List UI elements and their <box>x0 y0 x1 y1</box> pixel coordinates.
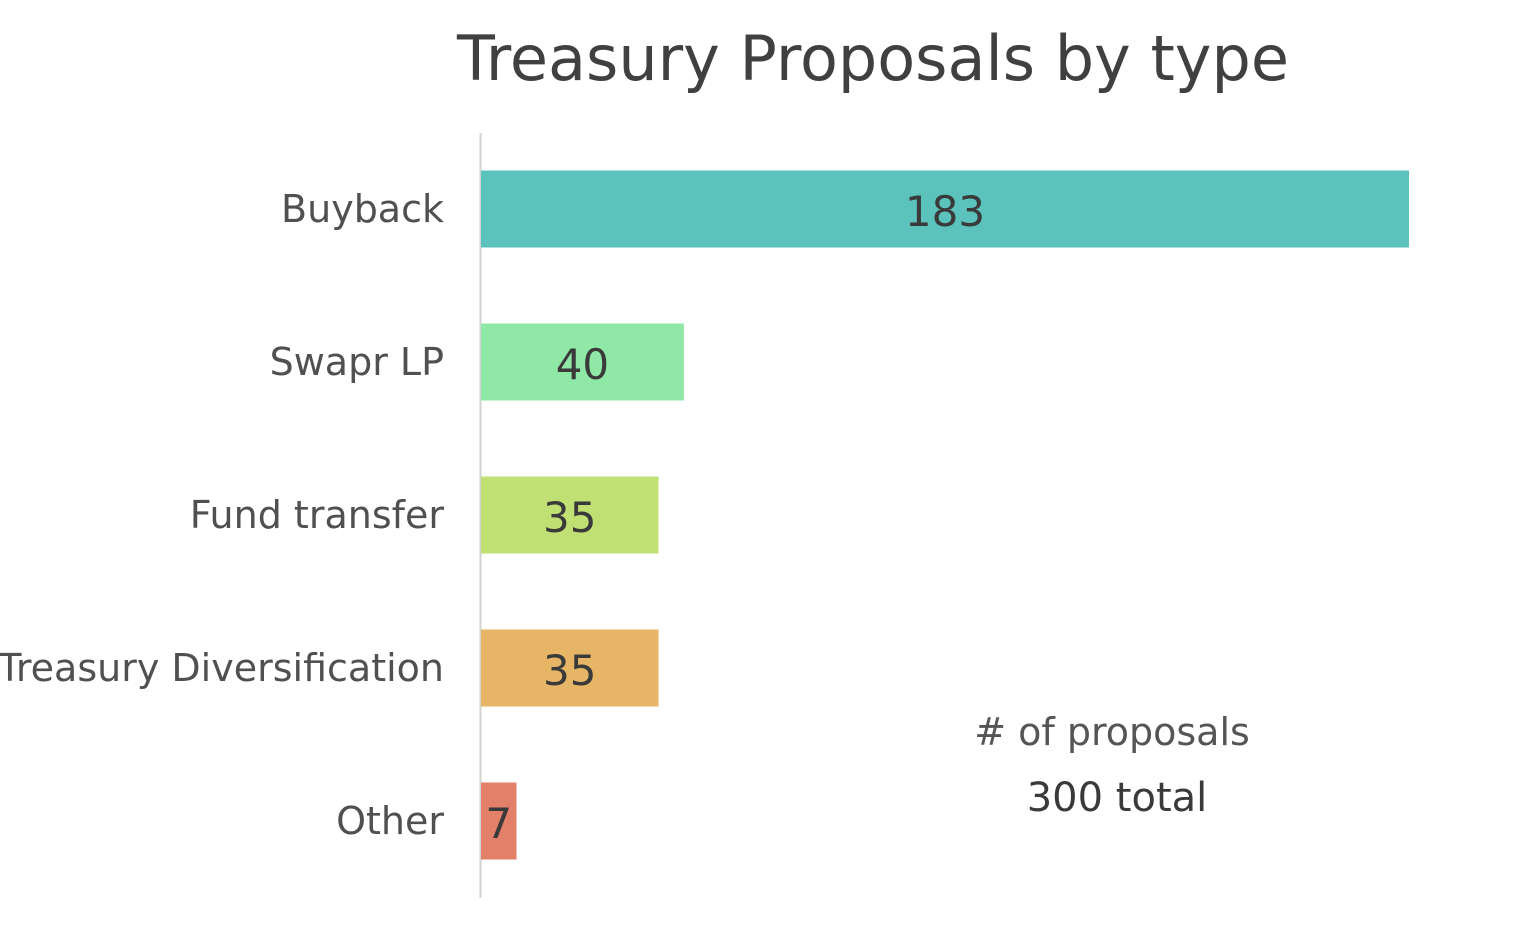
category-label-swapr-lp: Swapr LP <box>270 340 444 384</box>
bar-buyback <box>481 170 1409 248</box>
category-label-treasury-diversification: Treasury Diversification <box>0 646 444 690</box>
bars-group: Buyback 183 Swapr LP 40 Fund transfer 35 Treas… <box>0 170 1409 860</box>
annotation-label: # of proposals <box>974 710 1250 754</box>
category-label-buyback: Buyback <box>281 187 444 231</box>
bar-value-label-other: 7 <box>485 799 512 848</box>
annotation-total: 300 total <box>1027 775 1208 821</box>
bar-swapr-lp <box>481 323 684 401</box>
bar-fund-transfer <box>481 476 659 554</box>
bar-value-label-buyback: 183 <box>905 187 985 236</box>
category-label-other: Other <box>336 799 444 843</box>
category-label-fund-transfer: Fund transfer <box>190 493 445 537</box>
bar-other <box>481 782 517 860</box>
chart-title: Treasury Proposals by type <box>456 22 1289 95</box>
bar-value-label-treasury-diversification: 35 <box>543 646 596 695</box>
bar-treasury-diversification <box>481 629 659 707</box>
bar-value-label-swapr-lp: 40 <box>556 340 609 389</box>
bar-value-label-fund-transfer: 35 <box>543 493 596 542</box>
